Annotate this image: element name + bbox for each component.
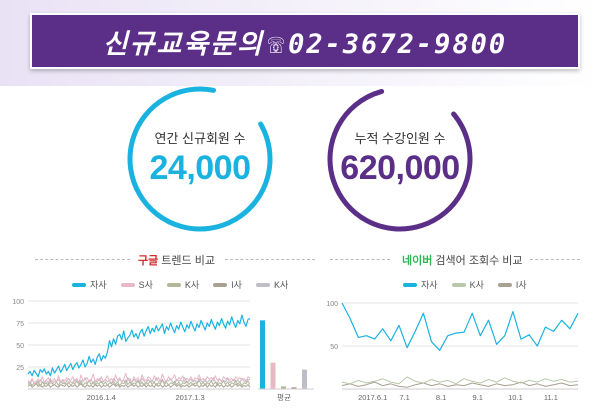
legend-item: K사	[166, 278, 200, 291]
series-line-0	[27, 314, 251, 378]
legend-item: I사	[497, 278, 527, 291]
x-tick-label: 2017.6.1	[358, 393, 387, 402]
stat-members-label: 연간 신규회원 수	[154, 131, 246, 146]
stat-ring-students	[327, 86, 473, 232]
average-bar	[260, 320, 265, 389]
y-tick-label: 50	[16, 343, 24, 350]
banner-title: 신규교육문의	[102, 28, 264, 60]
legend-item: I사	[213, 278, 242, 291]
naver-title-rule-right	[530, 259, 580, 260]
legend-label: I사	[231, 280, 242, 290]
legend-item: 자사	[72, 278, 107, 291]
series-line-3	[27, 383, 251, 388]
legend-item: K사	[451, 278, 484, 291]
stat-students: 누적 수강인원 수 620,000	[325, 128, 475, 188]
y-tick-label: 100	[12, 299, 24, 306]
legend-label: 자사	[421, 280, 438, 290]
x-tick-label: 2017.1.3	[175, 393, 204, 402]
stat-ring-members	[127, 86, 273, 232]
stat-members-value: 24,000	[149, 149, 252, 187]
legend-swatch	[255, 282, 270, 287]
legend-swatch	[497, 282, 512, 287]
x-tick-label: 2016.1.4	[87, 393, 116, 402]
average-bar	[302, 369, 307, 389]
naver-legend: 자사 K사 I사	[403, 278, 527, 291]
legend-item: 자사	[403, 278, 438, 291]
y-tick-label: 100	[326, 301, 338, 308]
stat-rings	[127, 86, 473, 232]
legend-item: S사	[120, 278, 153, 291]
average-bar	[281, 386, 286, 389]
legend-label: I사	[515, 280, 527, 290]
google-title-rule-left	[35, 259, 130, 260]
legend-swatch	[166, 282, 181, 287]
average-label: 평균	[277, 392, 291, 402]
naver-search-chart: 50 100 2017.6.1 7.1 8.1 9.1 10.1 11.1	[326, 301, 579, 402]
naver-chart-title: 네이버 검색어 조회수 비교	[402, 252, 523, 268]
y-tick-label: 75	[16, 321, 24, 328]
naver-title-rest: 검색어 조회수 비교	[432, 255, 523, 267]
series-line-0	[341, 302, 579, 351]
legend-label: K사	[469, 280, 484, 290]
average-bar	[291, 387, 297, 389]
inquiry-banner: 신규교육문의 ☏02-3672-9800	[30, 13, 580, 69]
x-tick-label: 11.1	[544, 393, 558, 402]
stat-students-label: 누적 수강인원 수	[354, 131, 446, 146]
google-title-rest: 트렌드 비교	[158, 255, 215, 267]
x-tick-label: 8.1	[436, 393, 446, 402]
google-trend-chart: 25 50 75 100 2016.1.4 2017.1.3 평균	[12, 299, 314, 402]
legend-swatch	[120, 282, 135, 287]
average-bar	[270, 362, 276, 389]
banner-phone: 02-3672-9800	[288, 28, 508, 60]
series-line-2	[27, 379, 251, 387]
y-tick-label: 25	[16, 365, 24, 372]
naver-title-rule-left	[330, 259, 390, 260]
naver-title-highlight: 네이버	[402, 255, 433, 267]
legend-item: K사	[255, 278, 289, 291]
series-line-2	[341, 381, 579, 388]
legend-swatch	[213, 282, 228, 287]
legend-label: 자사	[90, 280, 107, 290]
banner-text: 신규교육문의 ☏02-3672-9800	[103, 22, 507, 61]
google-title-highlight: 구글	[138, 255, 159, 267]
legend-swatch	[72, 282, 86, 287]
legend-label: K사	[273, 280, 289, 290]
phone-icon: ☏	[267, 28, 287, 60]
legend-swatch	[403, 282, 417, 287]
x-tick-label: 7.1	[399, 393, 409, 402]
legend-label: S사	[138, 280, 153, 290]
series-line-1	[27, 372, 251, 385]
legend-label: K사	[184, 280, 200, 290]
google-chart-title: 구글 트렌드 비교	[138, 252, 215, 268]
x-tick-label: 10.1	[508, 393, 523, 402]
y-tick-label: 50	[330, 344, 338, 351]
x-tick-label: 9.1	[472, 393, 482, 402]
google-title-rule-right	[225, 259, 315, 260]
stat-students-value: 620,000	[340, 149, 460, 187]
stat-members: 연간 신규회원 수 24,000	[125, 128, 275, 188]
legend-swatch	[451, 282, 466, 287]
series-line-1	[341, 376, 579, 385]
google-legend: 자사 S사 K사 I사 K사	[72, 278, 288, 291]
